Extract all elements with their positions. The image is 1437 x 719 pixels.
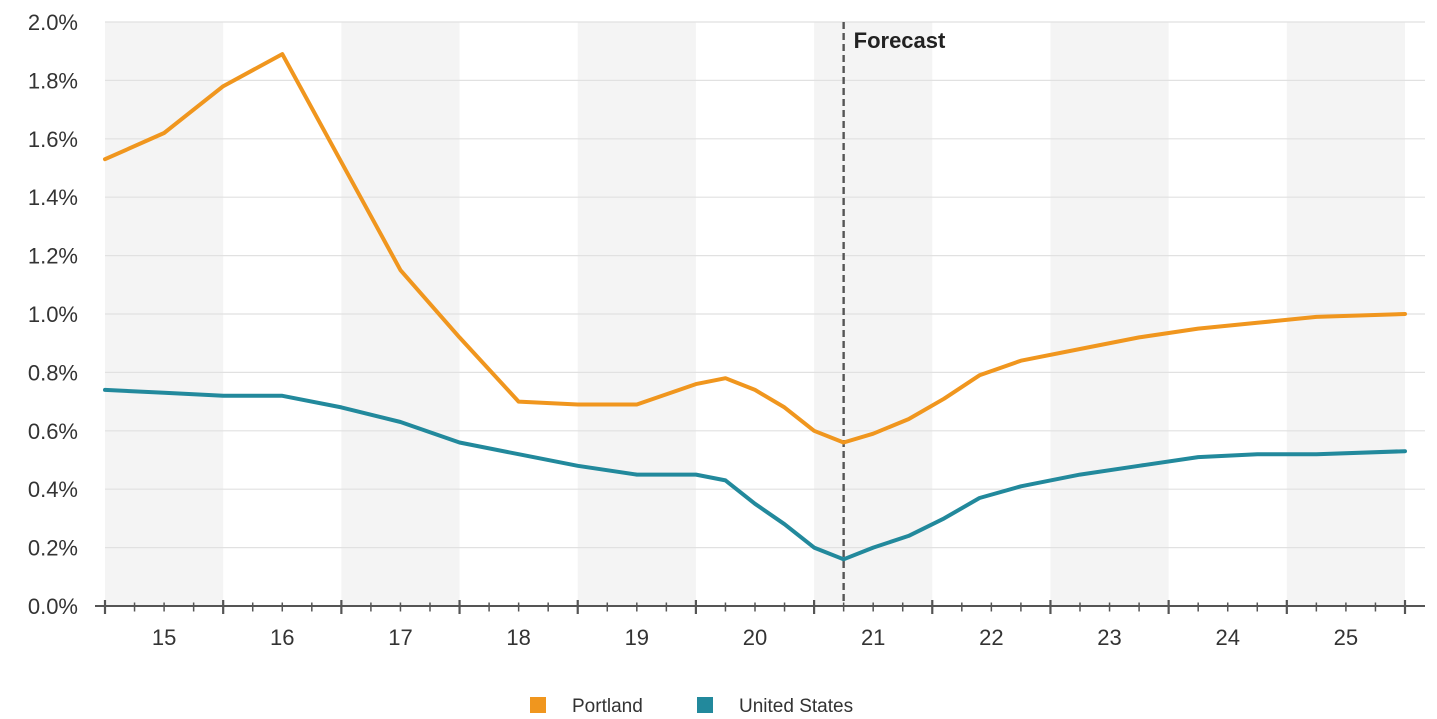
y-tick-label: 0.4%	[28, 477, 78, 502]
x-tick-label: 19	[625, 625, 649, 650]
x-tick-label: 20	[743, 625, 767, 650]
x-tick-label: 18	[506, 625, 530, 650]
x-tick-label: 17	[388, 625, 412, 650]
legend-swatch-united-states	[697, 697, 713, 713]
x-tick-label: 21	[861, 625, 885, 650]
x-tick-label: 23	[1097, 625, 1121, 650]
y-tick-label: 0.2%	[28, 536, 78, 561]
y-axis: 0.0% 0.2% 0.4% 0.6% 0.8% 1.0% 1.2% 1.4% 1.6% 1.8%…	[28, 10, 78, 619]
y-tick-label: 2.0%	[28, 10, 78, 35]
x-tick-label: 16	[270, 625, 294, 650]
x-axis: 15 16 17 18 19 20 21 22 23 24 25	[95, 600, 1425, 650]
y-tick-label: 1.8%	[28, 68, 78, 93]
y-tick-label: 0.0%	[28, 594, 78, 619]
legend-label-united-states: United States	[739, 696, 853, 717]
annotations: Forecast	[842, 22, 946, 606]
x-tick-label: 25	[1334, 625, 1358, 650]
series-lines	[103, 52, 1407, 562]
y-tick-label: 0.8%	[28, 360, 78, 385]
y-tick-label: 1.6%	[28, 127, 78, 152]
x-tick-label: 22	[979, 625, 1003, 650]
y-tick-label: 0.6%	[28, 419, 78, 444]
legend-swatch-portland	[530, 697, 546, 713]
x-tick-label: 24	[1215, 625, 1239, 650]
x-tick-label: 15	[152, 625, 176, 650]
series-line-united-states	[103, 387, 1407, 562]
y-tick-label: 1.4%	[28, 185, 78, 210]
gridlines	[105, 21, 1425, 549]
legend-label-portland: Portland	[572, 696, 643, 717]
forecast-label: Forecast	[854, 28, 946, 53]
series-line-portland	[103, 52, 1407, 445]
legend: Portland United States	[530, 696, 853, 717]
y-tick-label: 1.2%	[28, 244, 78, 269]
y-tick-label: 1.0%	[28, 302, 78, 327]
